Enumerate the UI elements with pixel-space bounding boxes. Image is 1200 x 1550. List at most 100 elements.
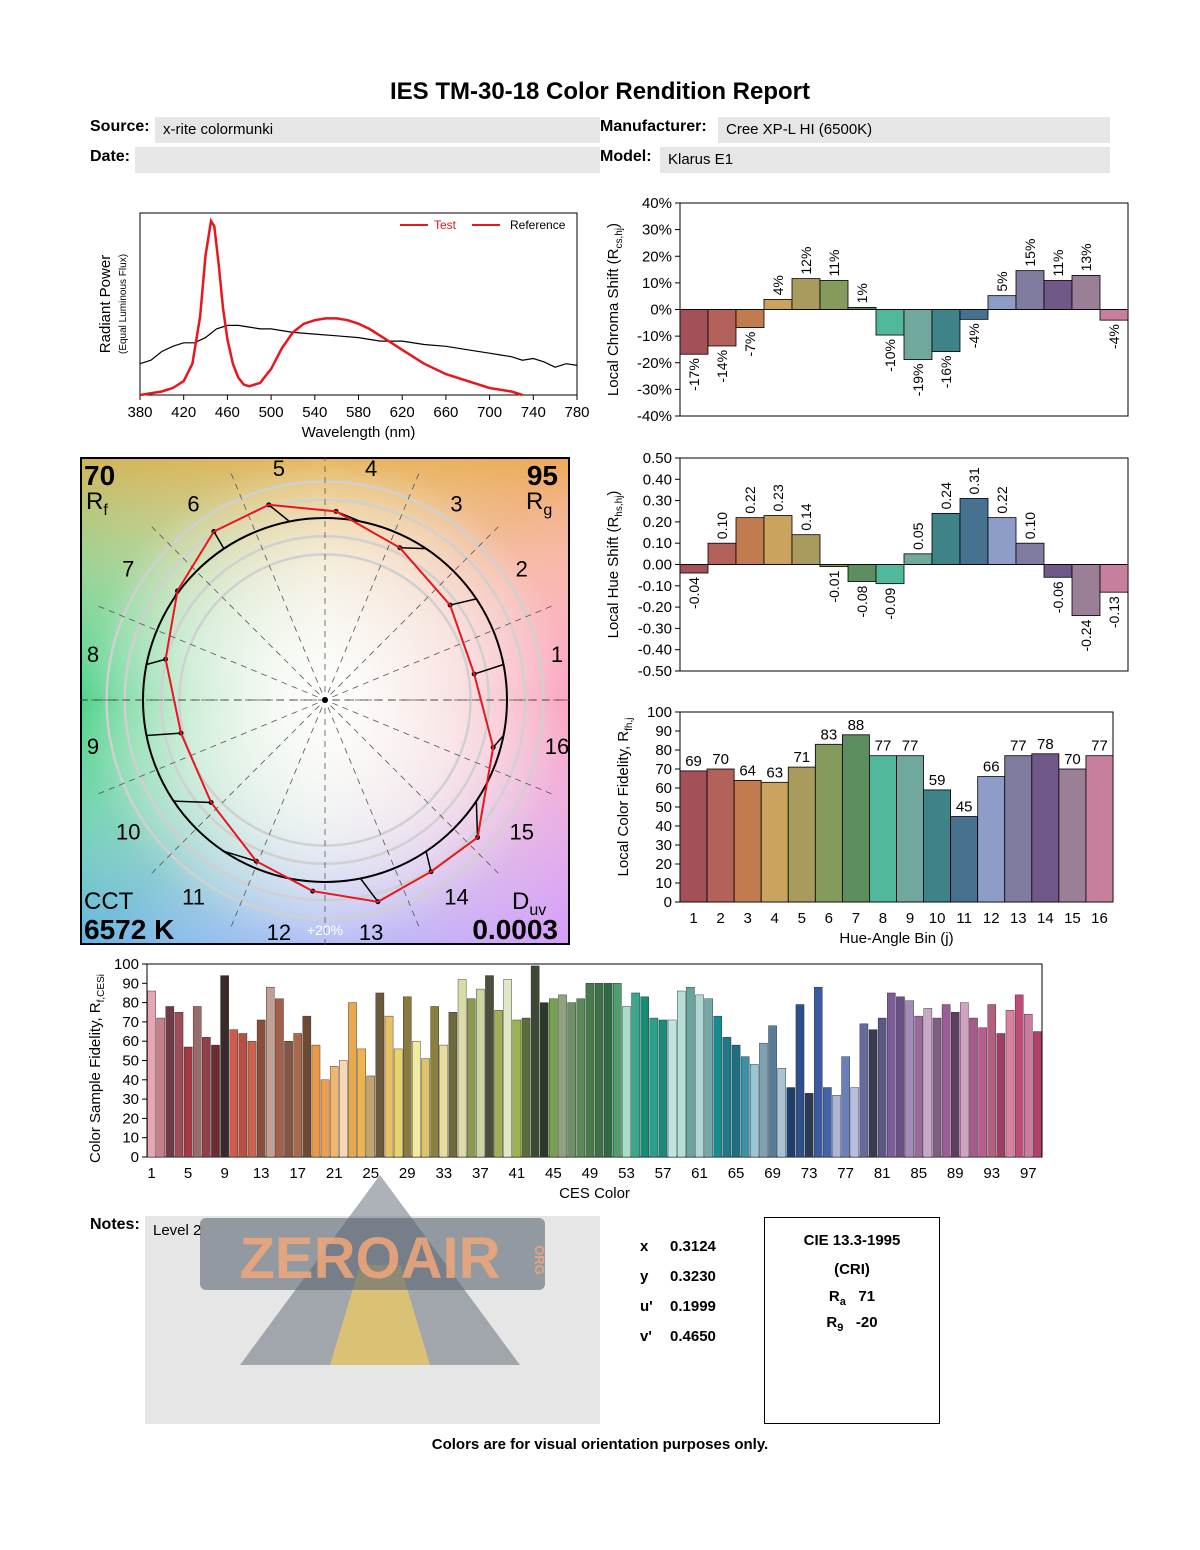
bin-number-14: 14 — [444, 885, 468, 910]
ces-bar-77 — [841, 1056, 850, 1158]
value-label: 0.23 — [770, 484, 786, 511]
ces-bar-1 — [147, 990, 156, 1158]
x-label: x — [640, 1238, 649, 1255]
ces-bar-17 — [293, 1033, 302, 1158]
x-tick-label: 7 — [852, 910, 860, 927]
value-label: 78 — [1037, 736, 1054, 753]
bin-number-8: 8 — [87, 642, 99, 667]
value-label: -4% — [1106, 324, 1122, 349]
ces-bar-12 — [247, 1040, 257, 1158]
x-tick-label: 77 — [837, 1165, 854, 1182]
x-tick-label: 21 — [326, 1165, 343, 1182]
bar-bin-3 — [733, 780, 762, 903]
ces-bar-21 — [329, 1066, 339, 1158]
shift-arrow-16 — [492, 735, 505, 748]
ces-bar-85 — [914, 1015, 923, 1158]
x-tick-label: 41 — [509, 1165, 526, 1182]
value-label: 15% — [1022, 239, 1038, 267]
x-tick-label: 53 — [618, 1165, 635, 1182]
ces-bar-95 — [1005, 1010, 1015, 1158]
bin-number-13: 13 — [359, 920, 383, 945]
value-label: 69 — [685, 753, 702, 770]
y-tick-label: 90 — [122, 975, 139, 992]
ces-bar-81 — [877, 1017, 887, 1158]
ces-bar-92 — [978, 1027, 987, 1158]
report-title: IES TM-30-18 Color Rendition Report — [389, 78, 811, 105]
y-tick-label: 40% — [642, 195, 672, 212]
model-label: Model: — [600, 148, 652, 165]
ces-bar-83 — [896, 996, 905, 1158]
ces-bar-39 — [494, 1010, 503, 1158]
ces-bar-69 — [768, 1025, 777, 1158]
y-label: y — [640, 1268, 649, 1285]
bar-bin-1 — [679, 309, 709, 355]
ces-bar-57 — [658, 1019, 668, 1158]
y-tick-label: 10 — [122, 1130, 139, 1147]
ces-bar-8 — [211, 1044, 220, 1158]
value-label: -0.24 — [1078, 619, 1094, 651]
bin-number-12: 12 — [267, 920, 291, 945]
duv-value: 0.0003 — [472, 914, 558, 945]
x-tick-label: 5 — [184, 1165, 192, 1182]
bin-number-5: 5 — [273, 457, 285, 481]
manufacturer-label: Manufacturer: — [600, 118, 707, 135]
cct-label: CCT — [84, 888, 134, 915]
ces-bar-14 — [266, 986, 275, 1158]
bar-bin-8 — [869, 755, 897, 903]
value-label: 77 — [1010, 738, 1027, 755]
ces-bar-43 — [530, 965, 540, 1158]
y-tick-label: 10% — [642, 275, 672, 292]
ces-bar-60 — [686, 986, 695, 1158]
u-label: u' — [640, 1298, 653, 1315]
r9-value: -20 — [855, 1314, 878, 1331]
ces-bar-86 — [923, 1008, 933, 1158]
watermark-band — [200, 1218, 545, 1290]
y-tick-label: 30% — [642, 222, 672, 239]
ces-bar-71 — [786, 1087, 796, 1158]
bar-bin-12 — [987, 517, 1017, 565]
ces-bar-78 — [850, 1087, 860, 1158]
x-tick-label: 49 — [582, 1165, 599, 1182]
y-tick-label: 0.40 — [643, 471, 672, 488]
ces-bar-26 — [375, 992, 385, 1158]
ces-bar-96 — [1014, 994, 1024, 1158]
x-tick-label: 93 — [983, 1165, 1000, 1182]
ces-bar-75 — [823, 1087, 832, 1158]
shift-arrow-5 — [268, 504, 290, 523]
value-label: 11% — [1050, 249, 1066, 276]
y-tick-label: 50 — [655, 799, 672, 816]
bin-number-7: 7 — [122, 557, 134, 582]
x-tick-label: 540 — [302, 404, 327, 421]
ces-bar-28 — [393, 1048, 403, 1158]
value-label: 63 — [766, 764, 783, 781]
y-tick-label: 70 — [655, 761, 672, 778]
ces-bar-88 — [941, 1004, 951, 1158]
model-field: Klarus E1 — [660, 147, 1110, 173]
value-label: 77 — [1091, 738, 1108, 755]
y-tick-label: 100 — [647, 704, 672, 721]
shift-arrow-6 — [213, 531, 225, 550]
v-value: 0.4650 — [670, 1328, 716, 1345]
ces-bar-22 — [339, 1060, 348, 1158]
value-label: 45 — [956, 799, 973, 816]
y-tick-label: 80 — [655, 742, 672, 759]
bar-bin-7 — [841, 734, 870, 903]
ces-bar-20 — [320, 1079, 330, 1158]
x-tick-label: 580 — [346, 404, 371, 421]
r9-label: R — [826, 1314, 838, 1331]
x-tick-label: 700 — [477, 404, 502, 421]
value-label: 70 — [712, 751, 729, 768]
x-tick-label: 17 — [289, 1165, 306, 1182]
series-line-test — [139, 217, 523, 397]
ces-bar-59 — [676, 990, 686, 1158]
shift-arrow-9 — [146, 732, 182, 737]
ces-bar-13 — [256, 1019, 266, 1158]
value-label: 4% — [770, 275, 786, 295]
bar-bin-4 — [760, 781, 789, 903]
source-field: x-rite colormunki — [155, 117, 600, 143]
ces-bar-90 — [960, 1002, 969, 1158]
bar-bin-15 — [1071, 275, 1101, 310]
ces-bar-25 — [366, 1075, 376, 1158]
hue-shift-chart: 0.500.400.300.200.100.00-0.10-0.20-0.30-… — [605, 450, 1129, 680]
